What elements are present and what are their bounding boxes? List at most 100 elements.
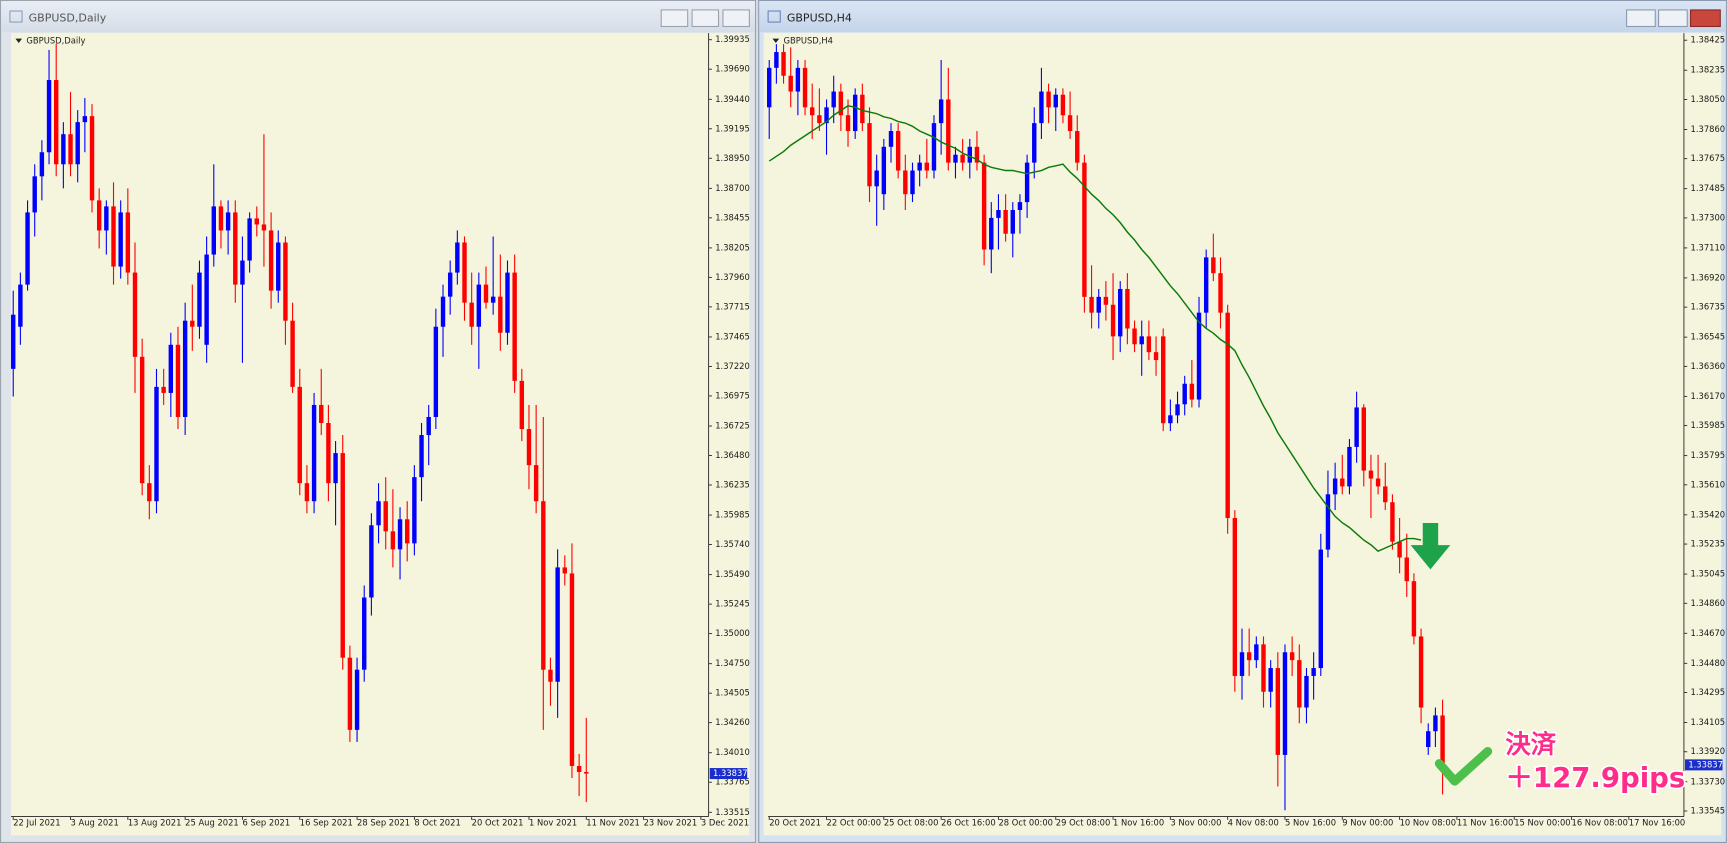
- candle-body: [1189, 383, 1195, 400]
- candle-body: [1397, 541, 1402, 558]
- maximize-button[interactable]: [1658, 9, 1688, 28]
- x-tick-label: 3 Nov 00:00: [1170, 818, 1221, 828]
- y-tick-label: 1.36360: [1691, 361, 1726, 371]
- minimize-button[interactable]: [1626, 9, 1656, 28]
- candle-body: [347, 657, 353, 730]
- candle-body: [218, 206, 224, 231]
- x-tick-label: 16 Nov 08:00: [1572, 818, 1628, 828]
- candle-body: [1161, 336, 1166, 424]
- y-tick-label: 1.36170: [1691, 391, 1726, 401]
- candle-body: [860, 94, 865, 124]
- candle-body: [276, 242, 281, 291]
- candle-body: [1347, 446, 1352, 487]
- candle-body: [1332, 478, 1338, 495]
- candle-body: [32, 176, 37, 213]
- candle-body: [1297, 660, 1302, 708]
- y-tick-label: 1.39195: [715, 123, 750, 133]
- candle-body: [533, 465, 539, 502]
- candle-body: [1318, 549, 1323, 669]
- candle-body: [989, 217, 994, 250]
- y-tick-label: 1.35795: [1691, 450, 1726, 460]
- candle-body: [831, 91, 836, 108]
- candle-body: [541, 501, 546, 670]
- candle-body: [340, 453, 345, 658]
- candle-body: [1304, 675, 1309, 708]
- title-bar: [1, 1, 755, 32]
- candle-body: [1203, 257, 1209, 313]
- title-bar: [759, 1, 1726, 32]
- y-tick-label: 1.35610: [1691, 479, 1726, 489]
- y-tick-label: 1.35740: [715, 539, 750, 549]
- chart-symbol: GBPUSD,Daily: [26, 35, 85, 45]
- candle-body: [817, 115, 822, 124]
- x-tick-label: 13 Aug 2021: [128, 818, 182, 828]
- candle-body: [519, 380, 525, 430]
- candle-body: [476, 284, 482, 327]
- candle-body: [1325, 494, 1331, 550]
- candle-body: [1032, 123, 1037, 163]
- y-tick-label: 1.37860: [1691, 124, 1726, 134]
- y-tick-label: 1.37675: [1691, 153, 1726, 163]
- candle-body: [268, 230, 274, 291]
- candle-body: [1232, 517, 1238, 676]
- x-tick-label: 26 Oct 16:00: [941, 818, 996, 828]
- candle-body: [960, 154, 965, 163]
- candle-body: [405, 519, 410, 544]
- candle-body: [1067, 115, 1073, 132]
- x-tick-label: 11 Nov 16:00: [1457, 818, 1513, 828]
- candle-body: [311, 404, 317, 502]
- candle-body: [283, 242, 288, 321]
- candle-body: [903, 170, 908, 195]
- y-tick-label: 1.35985: [1691, 420, 1726, 430]
- candle-body: [1311, 668, 1316, 676]
- candle-body: [1110, 304, 1116, 337]
- maximize-button[interactable]: [691, 9, 720, 28]
- current-price-box: [1685, 759, 1723, 771]
- candle-body: [490, 296, 496, 303]
- y-tick-label: 1.34010: [715, 747, 750, 757]
- candle-body: [1246, 652, 1252, 661]
- candle-body: [888, 131, 894, 147]
- candle-body: [505, 272, 510, 333]
- candle-body: [1182, 383, 1187, 405]
- minimize-button[interactable]: [660, 9, 689, 28]
- candle-body: [1003, 210, 1008, 234]
- annotations: 決済＋127.9pips: [1504, 727, 1687, 795]
- candle-body: [569, 573, 575, 766]
- close-button[interactable]: [1689, 9, 1721, 28]
- candle-body: [1089, 296, 1094, 313]
- candle-body: [953, 154, 958, 163]
- candle-body: [838, 91, 844, 116]
- candle-body: [204, 254, 209, 345]
- x-tick-label: 10 Nov 08:00: [1400, 818, 1456, 828]
- y-tick-label: 1.38455: [715, 212, 750, 222]
- y-tick-label: 1.33920: [1691, 746, 1726, 756]
- y-tick-label: 1.38050: [1691, 94, 1726, 104]
- candle-body: [39, 152, 45, 177]
- candle-body: [795, 67, 801, 92]
- candle-body: [584, 771, 589, 774]
- close-button[interactable]: [722, 9, 750, 28]
- chart: 1.38425 1.38235 1.38050 1.37860 1.37675 1.374…: [767, 33, 1725, 828]
- y-tick-label: 1.39690: [715, 64, 750, 74]
- candle-body: [61, 134, 66, 165]
- candle-body: [304, 483, 310, 502]
- candle-body: [1017, 202, 1023, 211]
- candle-body: [1433, 715, 1438, 732]
- candle-body: [1282, 652, 1288, 755]
- candle-body: [68, 134, 73, 165]
- y-tick-label: 1.38235: [1691, 65, 1726, 75]
- window-title: GBPUSD,Daily: [29, 12, 107, 25]
- candle-body: [82, 116, 88, 123]
- y-tick-label: 1.33515: [715, 807, 750, 817]
- symbol-menu-icon: [772, 38, 780, 44]
- x-tick-label: 23 Nov 2021: [644, 818, 698, 828]
- y-tick-label: 1.38700: [715, 183, 750, 193]
- y-tick-label: 1.33765: [715, 777, 750, 787]
- x-tick-label: 5 Nov 16:00: [1285, 818, 1336, 828]
- candle-body: [139, 356, 145, 484]
- candle-body: [1096, 296, 1101, 313]
- candle-body: [1225, 312, 1230, 518]
- candle-body: [1289, 652, 1295, 661]
- candle-body: [397, 519, 403, 550]
